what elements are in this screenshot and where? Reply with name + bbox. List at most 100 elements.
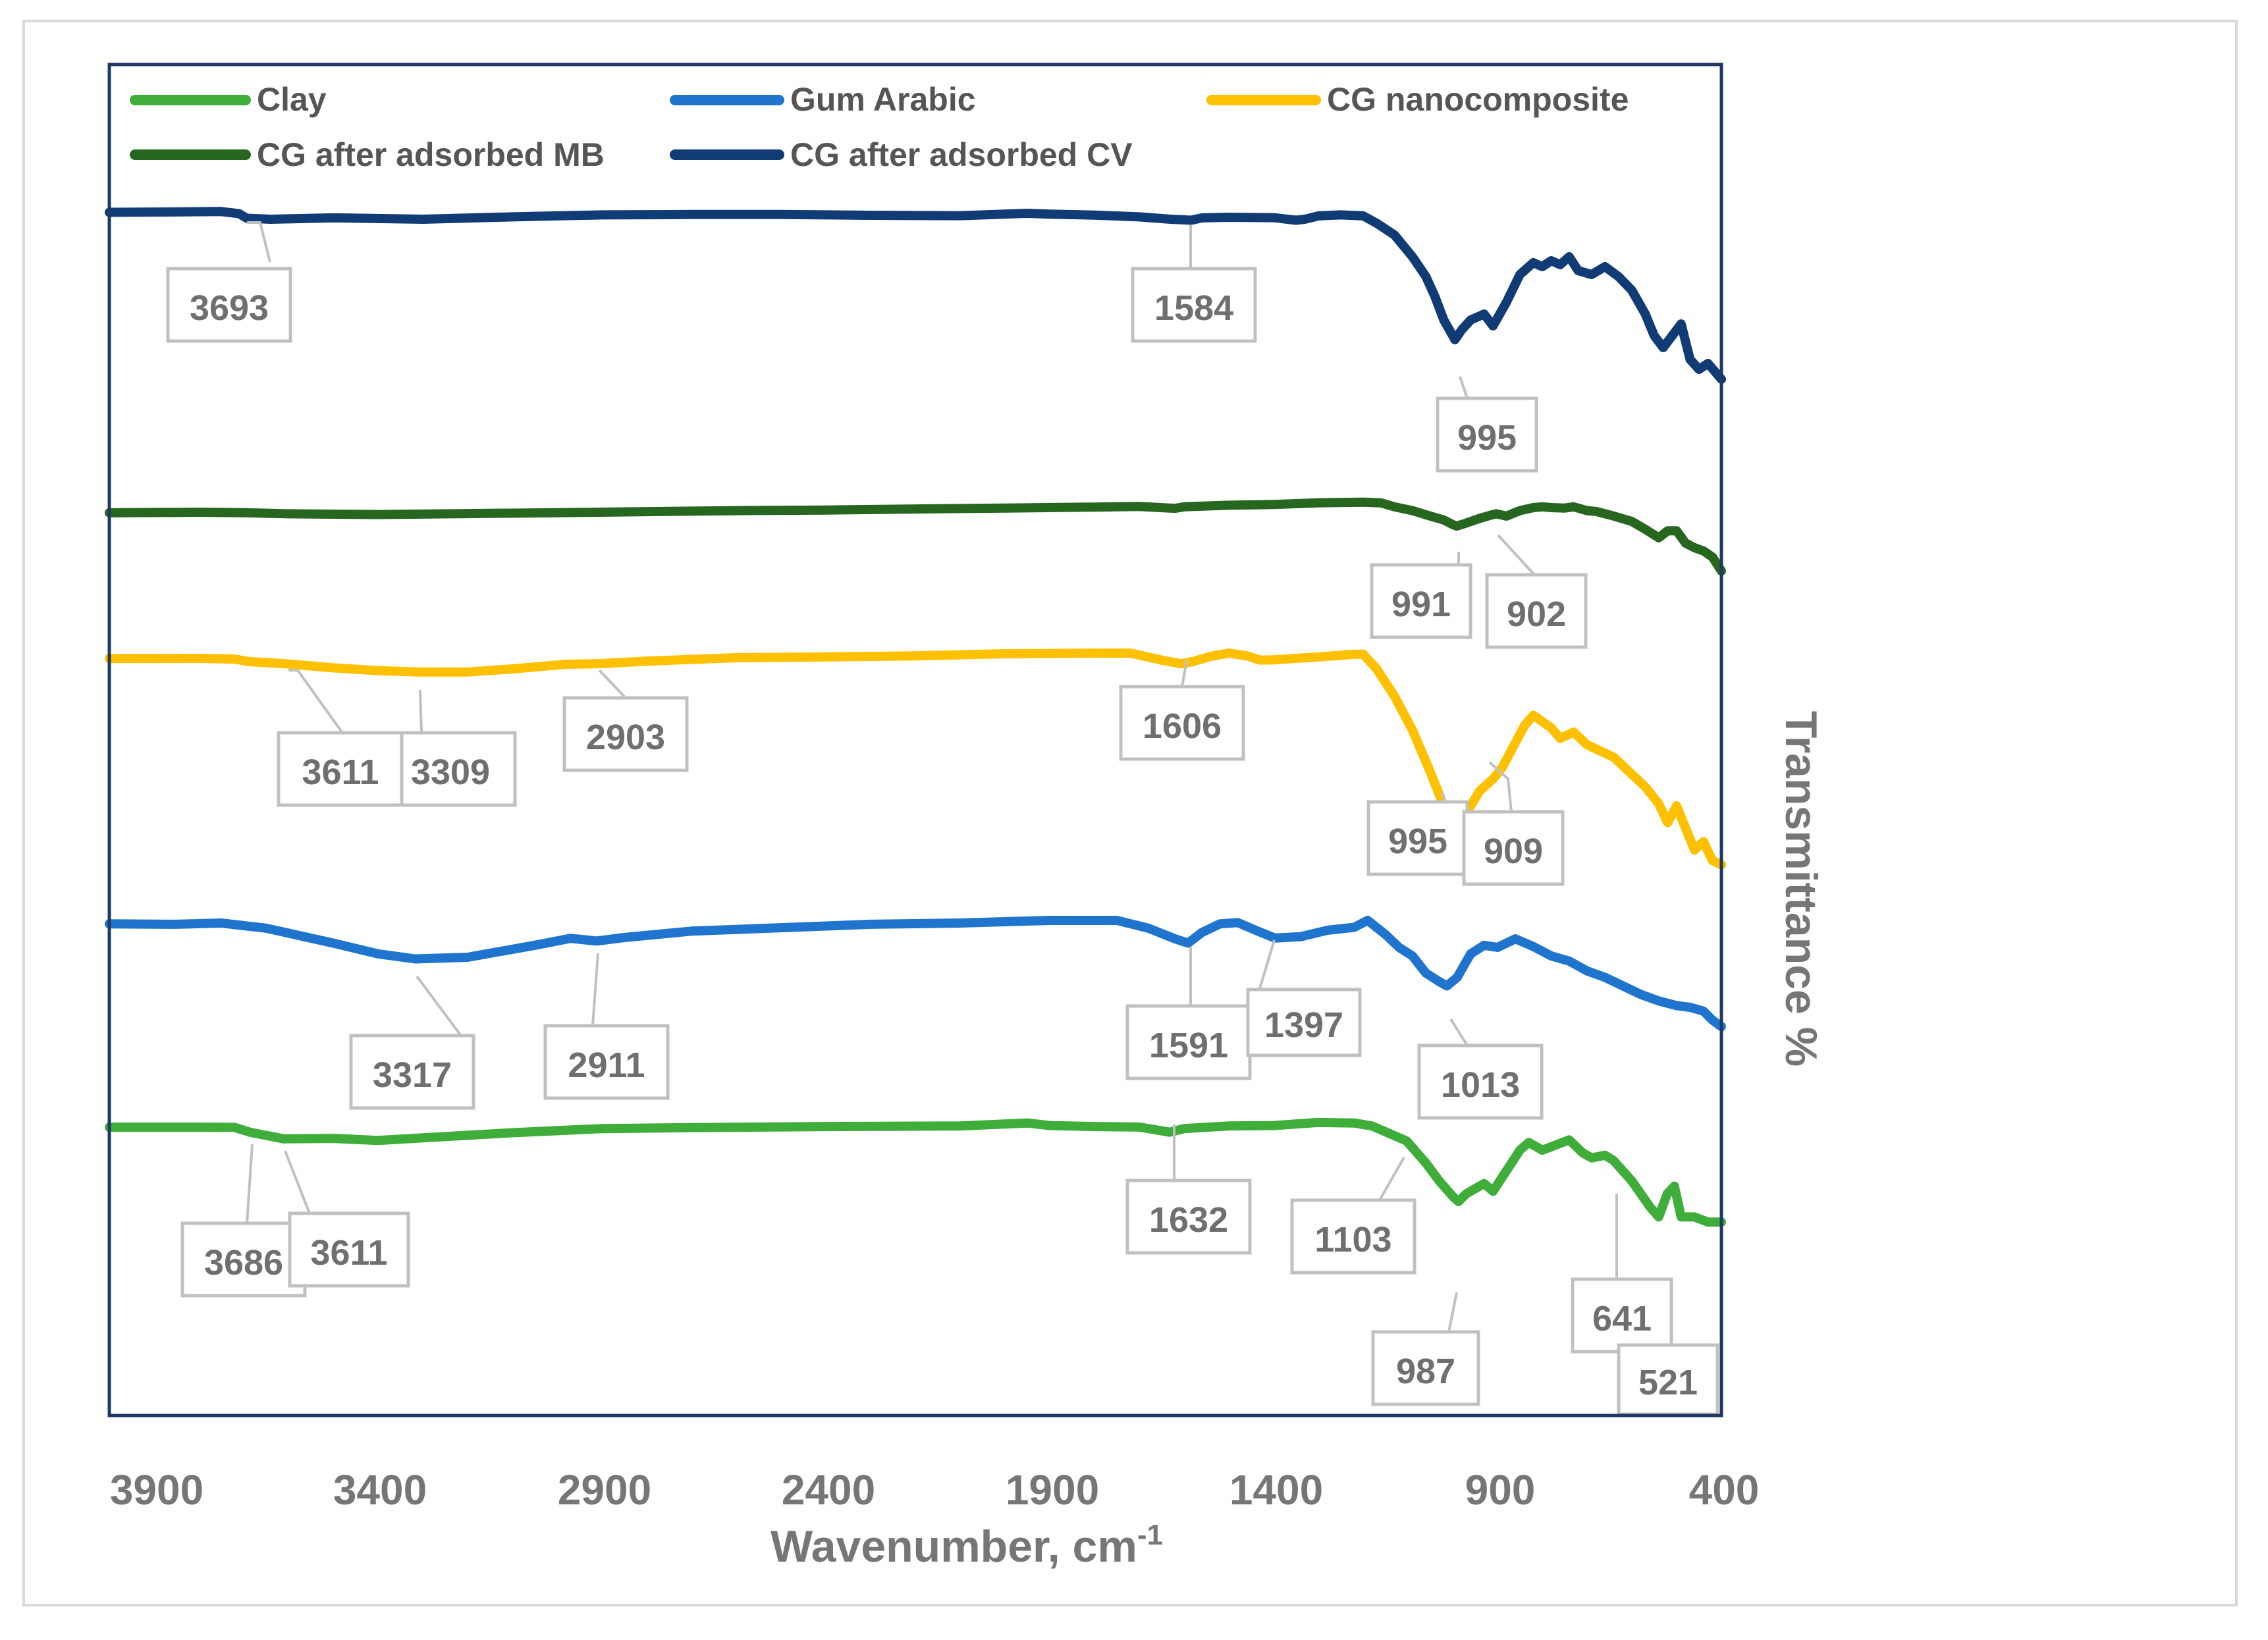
callout-ga-1591: 1591 [1125, 947, 1252, 1080]
callout-mb-991: 991 [1370, 552, 1472, 639]
callout-leader [1449, 1018, 1469, 1047]
x-tick-label: 1900 [1006, 1466, 1099, 1514]
callout-leader [591, 953, 599, 1026]
callout-box [1571, 1277, 1673, 1354]
callout-label: 1103 [1314, 1220, 1391, 1259]
x-tick-label: 3900 [110, 1466, 203, 1514]
callout-label: 1606 [1143, 706, 1222, 746]
callout-label: 991 [1391, 585, 1451, 624]
callout-box [349, 1034, 475, 1110]
callout-label: 1591 [1149, 1026, 1228, 1065]
callout-box [1125, 1178, 1252, 1255]
series-cg-mb-line [105, 497, 1726, 576]
series-clay-line [105, 1117, 1726, 1227]
x-axis-title-superscript: -1 [1137, 1519, 1163, 1551]
callout-cg-3309: 3309 [400, 689, 517, 807]
callout-box [180, 1221, 307, 1298]
callout-leader [284, 1150, 311, 1214]
callout-label: 3686 [204, 1243, 283, 1283]
legend-item-clay: Clay [130, 81, 327, 118]
callout-box [1131, 267, 1257, 343]
callout-label: 909 [1484, 832, 1543, 871]
callout-label: 1584 [1154, 288, 1233, 328]
x-tick-label: 2400 [782, 1466, 875, 1514]
callout-box [1371, 1330, 1480, 1406]
callout-label: 995 [1388, 822, 1447, 861]
legend-item-gum-arabic: Gum Arabic [670, 81, 976, 118]
callout-ga-2911: 2911 [543, 953, 670, 1100]
callout-mb-902: 902 [1485, 534, 1588, 649]
callout-cv-995: 995 [1436, 376, 1538, 473]
callout-leader [1459, 376, 1469, 399]
callout-cg-909: 909 [1462, 761, 1565, 886]
x-tick-label: 400 [1689, 1466, 1760, 1514]
legend-item-cg-mb: CG after adsorbed MB [130, 136, 605, 173]
callout-ga-1013: 1013 [1417, 1018, 1544, 1120]
callout-clay-521: 521 [1617, 1315, 1719, 1416]
legend-label: Clay [257, 81, 327, 118]
x-tick-label: 1400 [1229, 1466, 1323, 1514]
callout-label: 902 [1507, 595, 1566, 634]
callout-clay-987: 987 [1371, 1292, 1480, 1406]
x-axis-ticks: 3900 3400 2900 2400 1900 1400 900 400 [110, 1466, 1760, 1514]
callout-label: 1397 [1264, 1005, 1343, 1045]
callout-ga-1397: 1397 [1246, 939, 1362, 1057]
callout-label: 3693 [190, 288, 269, 328]
callout-label: 521 [1638, 1363, 1698, 1402]
callout-box [1119, 685, 1245, 761]
callout-ga-3317: 3317 [349, 975, 475, 1110]
callout-label: 987 [1396, 1352, 1455, 1391]
callout-leader [419, 689, 423, 733]
callout-box [1417, 1044, 1544, 1120]
callout-box [288, 1211, 410, 1288]
callout-leader [1181, 660, 1188, 687]
callout-clay-1632: 1632 [1125, 1124, 1252, 1255]
callout-cg-995: 995 [1366, 791, 1469, 876]
callout-label: 2903 [586, 718, 665, 757]
callout-cg-3611: 3611 [277, 669, 404, 807]
callout-cv-3693: 3693 [166, 221, 292, 343]
callout-box [166, 267, 292, 343]
plot-area-border [107, 63, 1723, 1417]
callout-cg-2903: 2903 [562, 669, 689, 772]
callout-leader [598, 669, 627, 699]
callout-clay-3611: 3611 [284, 1150, 410, 1288]
legend-label: CG nanocomposite [1327, 81, 1629, 118]
legend: Clay Gum Arabic CG nanocomposite CG afte… [130, 81, 1629, 173]
callout-box [1290, 1198, 1417, 1275]
callout-box [543, 1024, 670, 1100]
callout-clay-1103: 1103 [1290, 1157, 1417, 1275]
callout-leader [416, 975, 462, 1037]
callout-clay-641: 641 [1571, 1194, 1673, 1354]
figure-frame [22, 20, 2238, 1606]
callout-label: 3611 [310, 1233, 387, 1273]
callout-label: 641 [1592, 1299, 1652, 1338]
callout-box [1246, 988, 1362, 1057]
callout-box [1462, 810, 1565, 886]
x-axis-title: Wavenumber, cm-1 [770, 1519, 1163, 1572]
series-gum-arabic-line [105, 916, 1726, 1032]
x-axis-title-main: Wavenumber, cm [770, 1521, 1137, 1572]
x-tick-label: 2900 [558, 1466, 651, 1514]
callout-box [400, 731, 517, 807]
callout-box [1370, 563, 1472, 639]
peak-callouts: 3693 1584 995 991 902 3611 [166, 221, 1719, 1416]
callout-leader [288, 669, 344, 734]
callout-label: 1632 [1149, 1200, 1228, 1240]
callout-box [562, 696, 689, 772]
callout-label: 3309 [411, 753, 490, 792]
callout-box [1617, 1343, 1719, 1416]
legend-label: CG after adsorbed CV [790, 136, 1133, 173]
callout-box [1436, 396, 1538, 473]
callout-label: 3317 [373, 1055, 452, 1095]
callout-clay-3686: 3686 [180, 1144, 307, 1298]
callout-box [1366, 800, 1469, 876]
callout-box [1485, 573, 1588, 649]
series-cg-nanocomposite-line [105, 648, 1726, 870]
callout-label: 1013 [1441, 1065, 1520, 1105]
legend-label: CG after adsorbed MB [257, 136, 605, 173]
x-tick-label: 900 [1465, 1466, 1536, 1514]
callout-leader [247, 221, 271, 263]
callout-leader [1497, 534, 1536, 576]
